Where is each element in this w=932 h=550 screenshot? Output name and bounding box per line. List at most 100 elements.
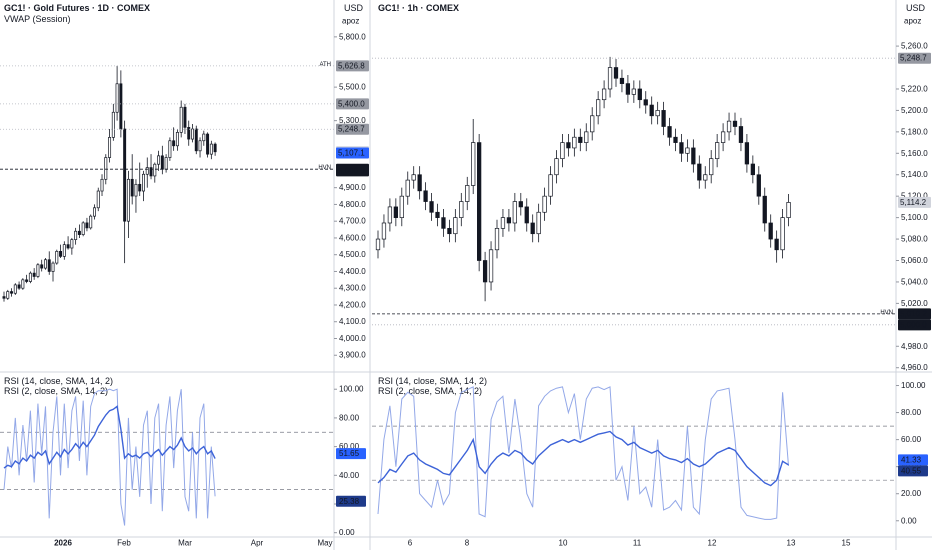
y-tick-label: 4,900.0 (339, 183, 366, 192)
candle-body (613, 67, 619, 79)
y-tick-label: 5,140.0 (901, 170, 928, 179)
candle-body (13, 284, 17, 294)
x-tick-label: Feb (117, 539, 131, 548)
candle-body (471, 142, 476, 186)
currency: USD (344, 3, 364, 13)
x-tick-label: Apr (251, 539, 264, 548)
candle-body (194, 128, 198, 152)
y-tick-label: 5,100.0 (901, 213, 928, 222)
candle-body (465, 185, 470, 202)
candle-body (74, 230, 78, 240)
candle-body (477, 142, 482, 261)
y-tick-label: 5,800.0 (339, 32, 366, 41)
candle-body (512, 201, 517, 224)
y-tick-label: 4,980.0 (901, 342, 928, 351)
last-value-label: 41.33 (901, 455, 922, 464)
price-tag-label: 5,114.2 (900, 198, 927, 207)
y-tick-label: 5,300.0 (339, 116, 366, 125)
candle-body (157, 155, 161, 165)
candle-body (92, 207, 96, 217)
candle-body (134, 183, 138, 197)
candle-body (536, 211, 541, 235)
candle-body (500, 217, 506, 229)
candle-body (667, 126, 672, 138)
legend-entry: RSI (2, close, SMA, 14, 2) (4, 386, 108, 396)
candle-body (643, 99, 648, 106)
price-tag-label: 5,000.0 (338, 166, 365, 175)
price-tag-label: 5,248.7 (338, 125, 365, 134)
candle-body (36, 264, 40, 277)
candle-body (66, 244, 70, 249)
candle-body (744, 142, 750, 165)
y-tick-label: 5,060.0 (901, 256, 928, 265)
y-tick-label: 4,800.0 (339, 200, 366, 209)
candle-body (518, 201, 523, 208)
candle-body (51, 262, 55, 272)
candle-body (774, 238, 779, 251)
y-tick-label: 4,700.0 (339, 217, 366, 226)
candle-body (399, 195, 404, 218)
candle-body (691, 147, 696, 165)
candle-body (578, 136, 583, 143)
candle-body (453, 217, 458, 235)
price-tag (898, 52, 931, 64)
candle-body (123, 128, 127, 222)
legend-entry: RSI (14, close, SMA, 14, 2) (378, 376, 487, 386)
price-tag-label: 5,000.0 (900, 320, 927, 329)
candle-body (59, 251, 63, 257)
y-tick-label: 4,200.0 (339, 300, 366, 309)
candle-body (100, 178, 104, 192)
candle-body (70, 239, 74, 249)
y-tick-label: 4,100.0 (339, 317, 366, 326)
candle-body (709, 158, 714, 176)
candle-body (488, 249, 494, 283)
candle-body (77, 230, 81, 235)
x-tick-label: 13 (787, 539, 796, 548)
x-tick-label: 8 (465, 539, 470, 548)
price-tag-name: HVN (880, 310, 893, 316)
rsi-line (377, 386, 789, 520)
candle-body (697, 163, 702, 181)
candle-body (85, 222, 89, 229)
y-tick-label: 100.00 (901, 381, 926, 390)
y-tick-label: 80.00 (339, 413, 360, 422)
candle-body (168, 140, 172, 158)
y-tick-label: 4,400.0 (339, 267, 366, 276)
x-tick-label: 2026 (54, 539, 72, 548)
candle-body (130, 178, 134, 197)
x-tick-label: 10 (559, 539, 568, 548)
candle-body (96, 190, 100, 209)
candle-body (175, 132, 179, 147)
last-value-tag (898, 454, 928, 466)
candle-body (108, 137, 112, 158)
candle-body (187, 127, 191, 140)
candle-body (179, 106, 183, 133)
candle-body (726, 120, 732, 133)
candle-body (6, 291, 10, 299)
y-tick-label: 5,020.0 (901, 299, 928, 308)
price-tag (336, 98, 369, 110)
candle-body (584, 131, 589, 143)
price-tag (898, 319, 931, 331)
candle-body (89, 215, 93, 229)
price-tag (336, 165, 369, 177)
rsi-line (377, 430, 789, 487)
candle-body (381, 222, 387, 240)
candle-body (145, 167, 149, 175)
candle-body (554, 158, 559, 176)
y-tick-label: 5,260.0 (901, 42, 928, 51)
candle-body (47, 259, 51, 272)
candle-body (435, 211, 440, 218)
candle-body (703, 174, 708, 181)
price-tag (898, 196, 931, 208)
y-tick-label: 20.00 (901, 489, 922, 498)
candle-body (126, 178, 130, 222)
y-tick-label: 5,500.0 (339, 83, 366, 92)
candle-body (411, 174, 416, 181)
candle-body (111, 111, 115, 138)
y-tick-label: 5,040.0 (901, 277, 928, 286)
price-tag-label: 5,626.8 (338, 61, 365, 70)
candle-body (566, 142, 571, 149)
candle-body (673, 136, 678, 143)
